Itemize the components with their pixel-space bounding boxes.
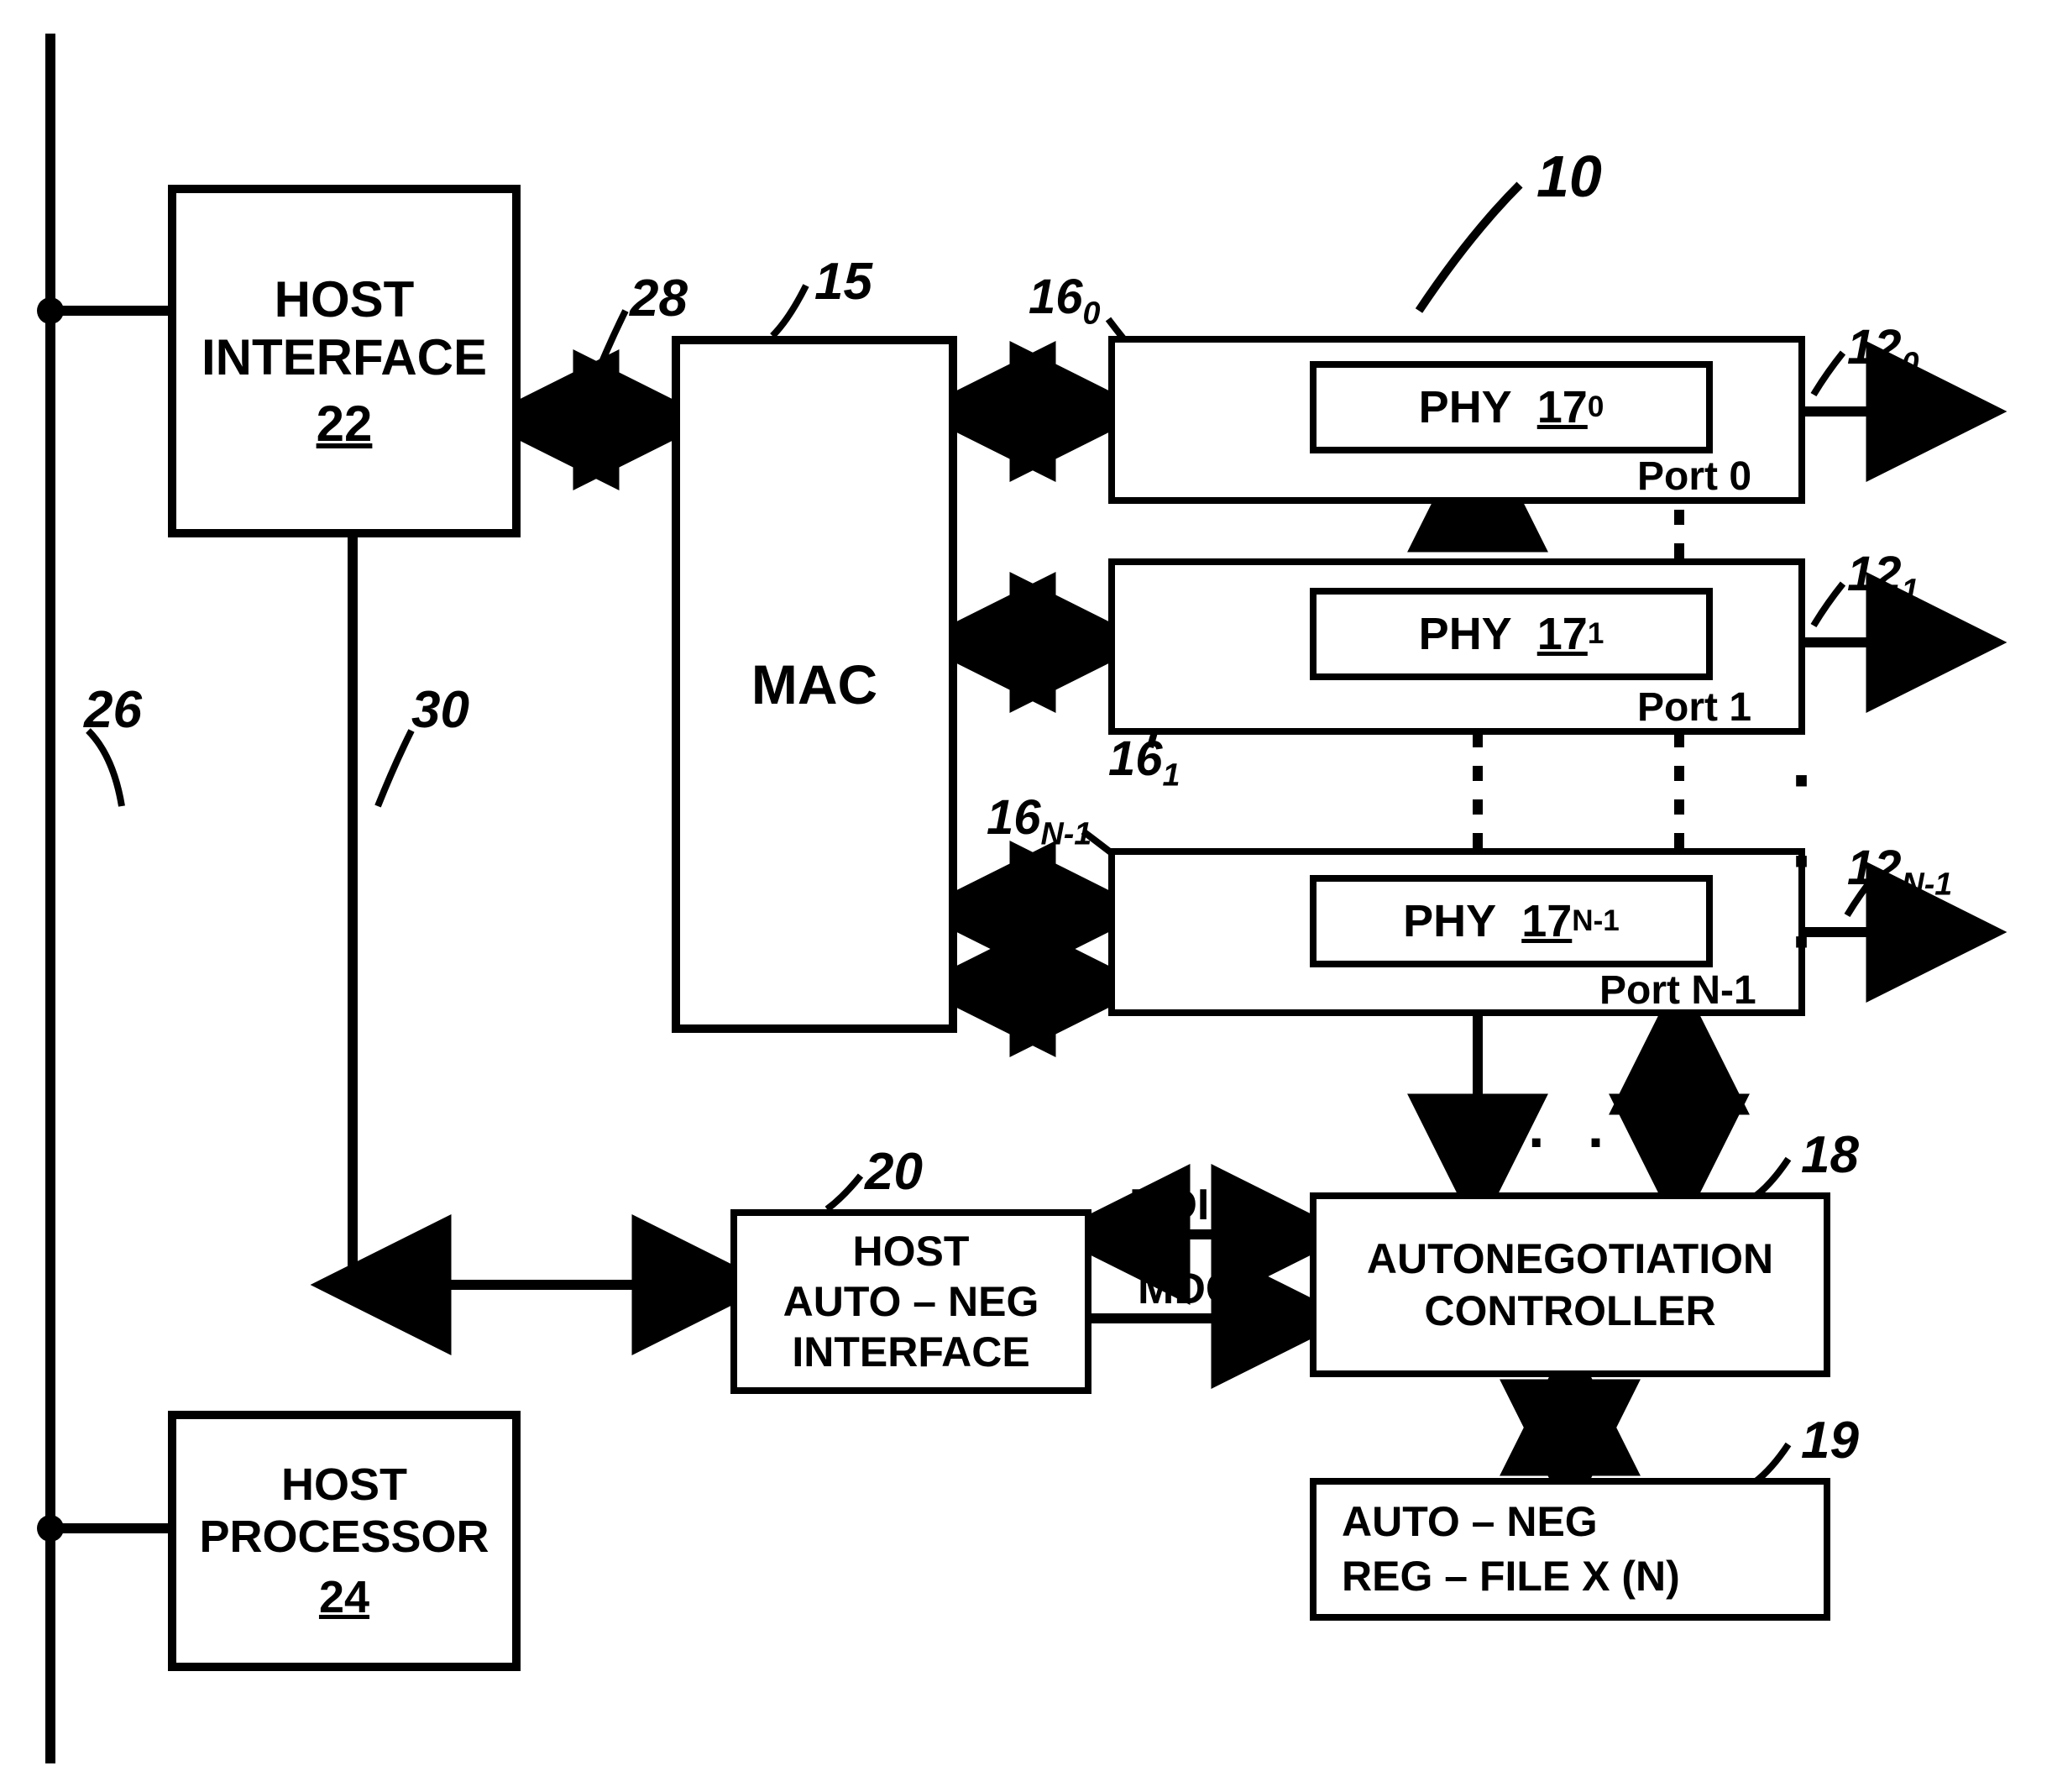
phyn-phy: PHY bbox=[1403, 895, 1496, 947]
host-processor-num: 24 bbox=[319, 1571, 369, 1623]
ref-18: 18 bbox=[1801, 1125, 1859, 1185]
host-autoneg-line3: INTERFACE bbox=[792, 1327, 1029, 1377]
autoneg-reg-line2: REG – FILE X (N) bbox=[1342, 1549, 1680, 1604]
autoneg-reg-line1: AUTO – NEG bbox=[1342, 1495, 1598, 1549]
phyn-num: 17 bbox=[1521, 895, 1572, 947]
autoneg-controller-block: AUTONEGOTIATION CONTROLLER bbox=[1310, 1192, 1830, 1377]
autoneg-ctrl-line1: AUTONEGOTIATION bbox=[1367, 1233, 1773, 1286]
host-autoneg-line2: AUTO – NEG bbox=[783, 1276, 1039, 1327]
host-autoneg-line1: HOST bbox=[853, 1226, 970, 1276]
host-processor-line2: PROCESSOR bbox=[199, 1511, 489, 1563]
autoneg-ctrl-line2: CONTROLLER bbox=[1424, 1285, 1715, 1338]
host-processor-line1: HOST bbox=[281, 1459, 407, 1511]
mdc-label: MDC bbox=[1138, 1264, 1237, 1314]
ref-26: 26 bbox=[84, 680, 142, 740]
ctrl-ellipsis: · · · bbox=[1528, 1108, 1678, 1176]
phyn-port: Port N-1 bbox=[1599, 967, 1756, 1014]
ref-19: 19 bbox=[1801, 1411, 1859, 1470]
host-autoneg-block: HOST AUTO – NEG INTERFACE bbox=[730, 1209, 1091, 1394]
phy0-num: 17 bbox=[1537, 381, 1588, 433]
mac-block: MAC bbox=[672, 336, 957, 1033]
diagram-canvas: HOST INTERFACE 22 HOST PROCESSOR 24 MAC … bbox=[0, 0, 2052, 1792]
ref-12-1: 121 bbox=[1847, 546, 1919, 609]
ref-16-n: 16N-1 bbox=[987, 789, 1091, 852]
mac-text: MAC bbox=[751, 652, 877, 716]
ref-10: 10 bbox=[1536, 143, 1602, 210]
phy1-num: 17 bbox=[1537, 608, 1588, 660]
phy-ellipsis: ··· bbox=[1788, 739, 1819, 981]
phy1-phy: PHY bbox=[1419, 608, 1512, 660]
ref-16-0: 160 bbox=[1029, 269, 1100, 332]
phyn-inner: PHY 17 N-1 bbox=[1310, 875, 1713, 967]
host-processor-block: HOST PROCESSOR 24 bbox=[168, 1411, 521, 1671]
ref-28: 28 bbox=[630, 269, 688, 328]
ref-12-n: 12N-1 bbox=[1847, 840, 1952, 903]
phy1-sub: 1 bbox=[1588, 617, 1604, 651]
phyn-sub: N-1 bbox=[1572, 904, 1620, 938]
host-interface-line2: INTERFACE bbox=[202, 328, 487, 386]
phy1-inner: PHY 17 1 bbox=[1310, 588, 1713, 680]
host-interface-block: HOST INTERFACE 22 bbox=[168, 185, 521, 537]
host-interface-num: 22 bbox=[317, 395, 373, 453]
phy0-inner: PHY 17 0 bbox=[1310, 361, 1713, 453]
host-interface-line1: HOST bbox=[275, 270, 415, 328]
ref-12-0: 120 bbox=[1847, 319, 1919, 382]
phy0-port: Port 0 bbox=[1637, 453, 1751, 500]
autoneg-regfile-block: AUTO – NEG REG – FILE X (N) bbox=[1310, 1478, 1830, 1621]
mdio-label: MDIO bbox=[1129, 1180, 1243, 1230]
phy0-sub: 0 bbox=[1588, 390, 1604, 424]
ref-20: 20 bbox=[865, 1142, 923, 1202]
ref-15: 15 bbox=[814, 252, 872, 312]
phy0-phy: PHY bbox=[1419, 381, 1512, 433]
phy1-port: Port 1 bbox=[1637, 684, 1751, 731]
ref-30: 30 bbox=[411, 680, 469, 740]
ref-16-1: 161 bbox=[1108, 731, 1180, 794]
